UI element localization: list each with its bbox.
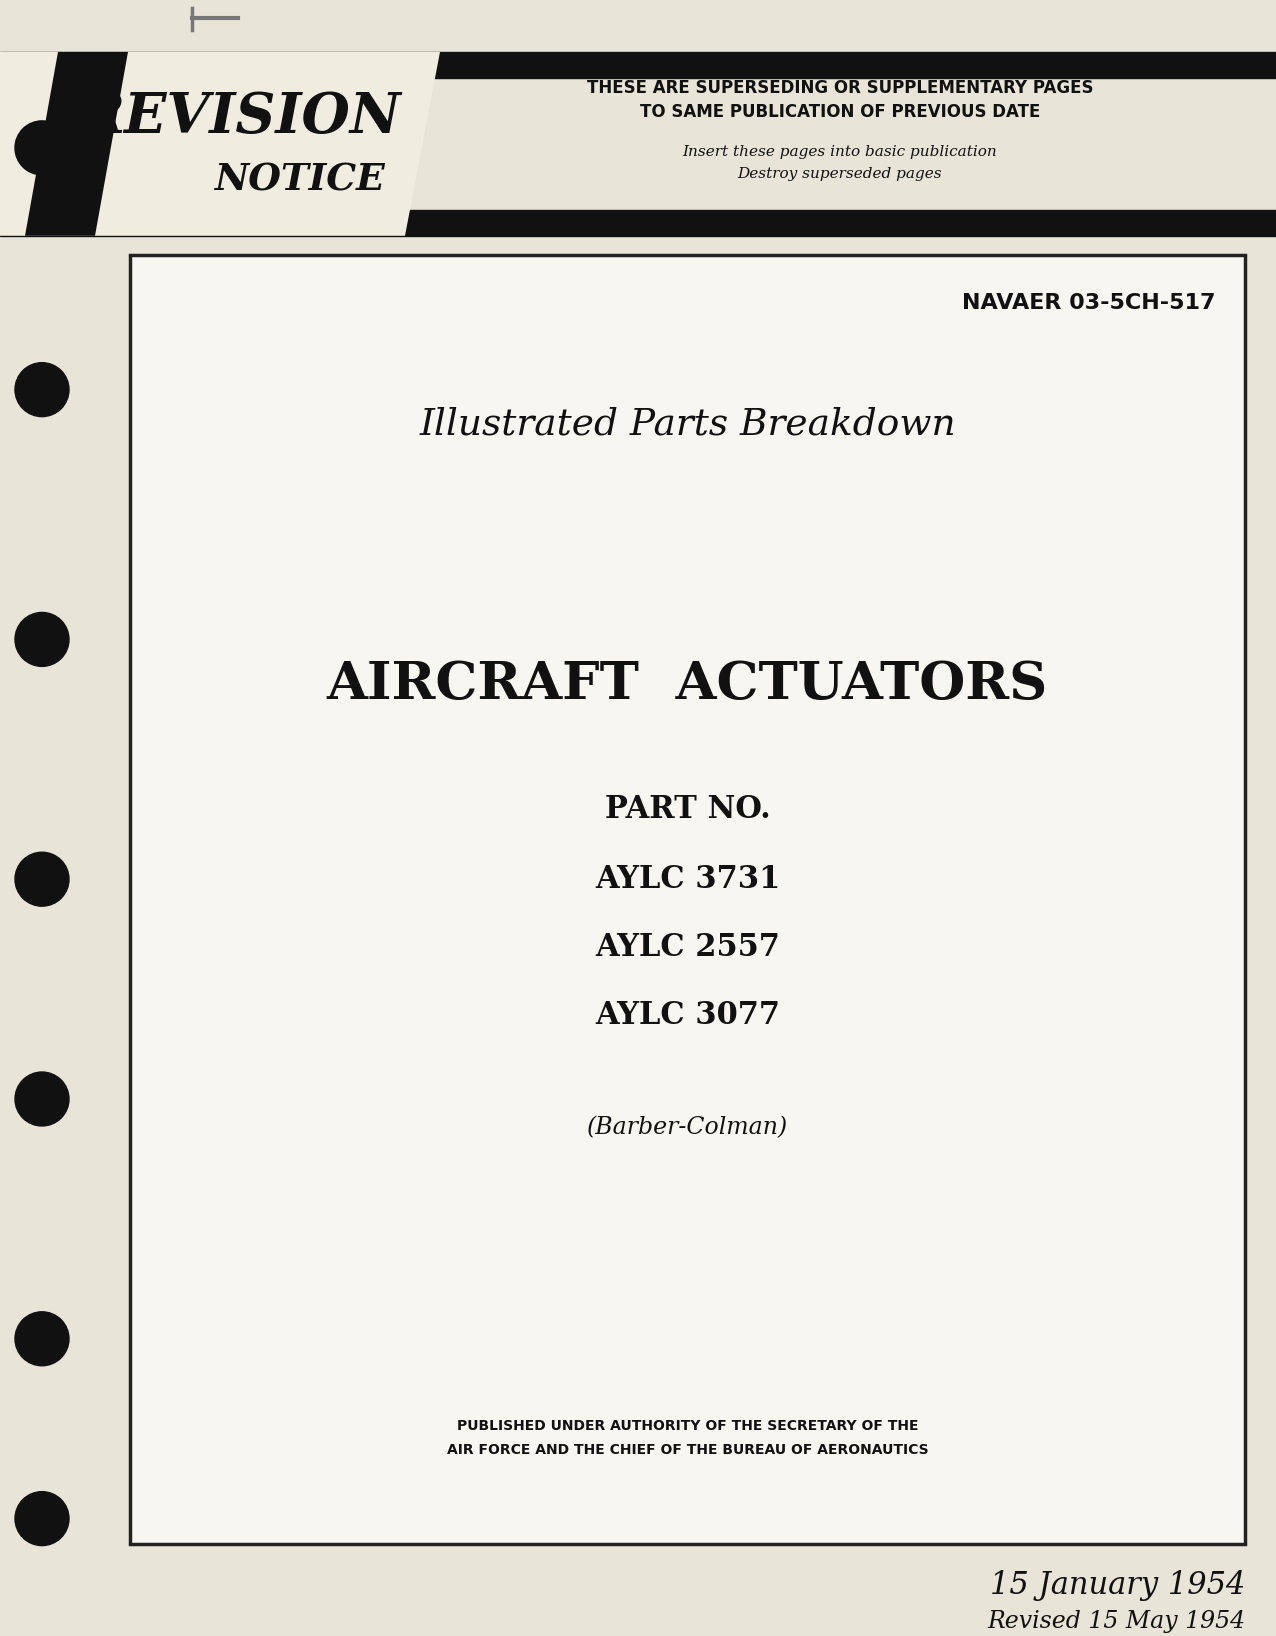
Circle shape (15, 612, 69, 666)
Text: TO SAME PUBLICATION OF PREVIOUS DATE: TO SAME PUBLICATION OF PREVIOUS DATE (639, 103, 1040, 121)
Polygon shape (0, 52, 440, 236)
Text: AYLC 3077: AYLC 3077 (595, 1000, 780, 1031)
Text: (Barber-Colman): (Barber-Colman) (587, 1116, 789, 1139)
Text: Insert these pages into basic publication: Insert these pages into basic publicatio… (683, 146, 998, 159)
Text: Destroy superseded pages: Destroy superseded pages (738, 167, 942, 182)
Polygon shape (26, 52, 128, 236)
Text: Revised 15 May 1954: Revised 15 May 1954 (986, 1610, 1245, 1633)
Text: AYLC 2557: AYLC 2557 (595, 931, 780, 962)
Circle shape (15, 1492, 69, 1546)
Text: REVISION: REVISION (79, 90, 402, 146)
Text: AIRCRAFT  ACTUATORS: AIRCRAFT ACTUATORS (327, 659, 1048, 710)
Text: NAVAER 03-5CH-517: NAVAER 03-5CH-517 (962, 293, 1215, 312)
Text: PART NO.: PART NO. (605, 793, 771, 825)
Circle shape (15, 852, 69, 906)
Bar (0, 209, 1276, 236)
Text: THESE ARE SUPERSEDING OR SUPPLEMENTARY PAGES: THESE ARE SUPERSEDING OR SUPPLEMENTARY P… (587, 79, 1094, 97)
Bar (0, 52, 1276, 79)
Text: AIR FORCE AND THE CHIEF OF THE BUREAU OF AERONAUTICS: AIR FORCE AND THE CHIEF OF THE BUREAU OF… (447, 1443, 929, 1456)
Circle shape (15, 363, 69, 417)
Circle shape (15, 1072, 69, 1126)
Bar (130, 255, 1245, 1544)
Circle shape (15, 1312, 69, 1366)
Text: 15 January 1954: 15 January 1954 (990, 1571, 1245, 1602)
Text: Illustrated Parts Breakdown: Illustrated Parts Breakdown (420, 407, 956, 443)
Circle shape (15, 121, 69, 175)
Text: PUBLISHED UNDER AUTHORITY OF THE SECRETARY OF THE: PUBLISHED UNDER AUTHORITY OF THE SECRETA… (457, 1418, 919, 1433)
Text: NOTICE: NOTICE (214, 162, 385, 198)
Text: AYLC 3731: AYLC 3731 (595, 864, 780, 895)
